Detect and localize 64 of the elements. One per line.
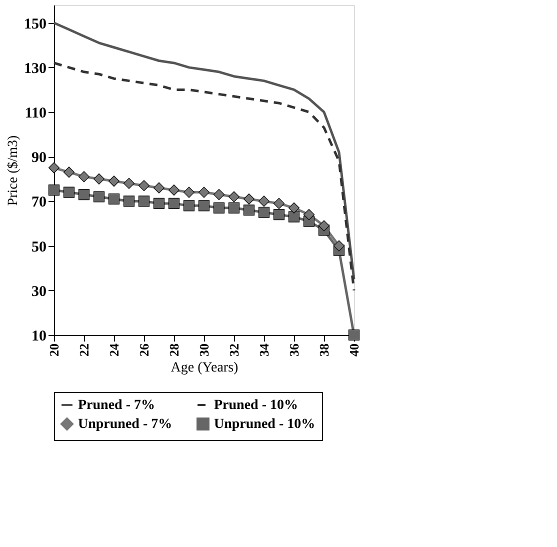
y-axis-title: Price ($/m3) <box>6 134 21 206</box>
x-tick-label: 24 <box>106 343 122 356</box>
point <box>228 191 240 202</box>
y-tick-label: 90 <box>32 150 46 166</box>
point <box>273 209 285 220</box>
x-tick-label: 36 <box>286 343 302 356</box>
point <box>213 202 225 214</box>
y-tick-label: 130 <box>24 60 46 77</box>
point <box>48 162 60 174</box>
point <box>138 180 150 192</box>
point <box>243 193 255 205</box>
line-series <box>52 62 356 292</box>
x-tick-label: 22 <box>76 344 92 356</box>
y-tick-label: 70 <box>32 194 46 211</box>
point <box>228 202 240 214</box>
x-tick-label: 34 <box>256 343 272 356</box>
point <box>123 196 135 207</box>
point <box>213 188 225 200</box>
point <box>303 209 315 220</box>
point <box>93 191 105 202</box>
point <box>138 196 150 207</box>
point <box>333 240 345 252</box>
point <box>63 166 75 178</box>
point <box>198 186 210 198</box>
point <box>288 202 300 214</box>
point <box>258 196 270 207</box>
y-tick-label: 150 <box>24 16 46 32</box>
point <box>318 220 330 232</box>
x-axis-title: Age (Years) <box>170 360 239 376</box>
legend-label: Unpruned - 10% <box>214 417 316 432</box>
line-series <box>52 22 356 281</box>
point <box>153 198 165 209</box>
point <box>93 173 105 184</box>
point <box>78 188 90 200</box>
point <box>153 182 165 194</box>
point <box>273 198 285 209</box>
point <box>168 184 180 196</box>
x-tick-label: 30 <box>196 344 212 356</box>
legend-label: Pruned - 10% <box>214 398 298 413</box>
x-tick-label: 38 <box>316 343 332 356</box>
y-tick-label: 50 <box>32 239 46 256</box>
legend-label: Pruned - 7% <box>78 398 155 413</box>
x-tick-label: 28 <box>166 343 182 356</box>
point <box>183 200 195 212</box>
y-tick-label: 30 <box>32 284 46 300</box>
x-tick-label: 20 <box>46 344 62 356</box>
y-tick-label: 110 <box>24 106 46 122</box>
point <box>183 186 195 198</box>
point <box>258 206 270 218</box>
point <box>288 211 300 222</box>
point <box>198 200 210 212</box>
point <box>108 176 120 187</box>
point <box>168 198 180 209</box>
point <box>108 193 120 205</box>
legend-label: Unpruned - 7% <box>78 417 172 432</box>
y-tick-label: 10 <box>32 328 46 344</box>
point <box>123 178 135 189</box>
point <box>243 204 255 216</box>
point <box>48 184 60 196</box>
point <box>78 171 90 182</box>
point <box>63 186 75 198</box>
x-tick-label: 32 <box>226 344 242 356</box>
x-tick-label: 26 <box>136 343 152 356</box>
x-tick-label: 40 <box>346 344 362 356</box>
